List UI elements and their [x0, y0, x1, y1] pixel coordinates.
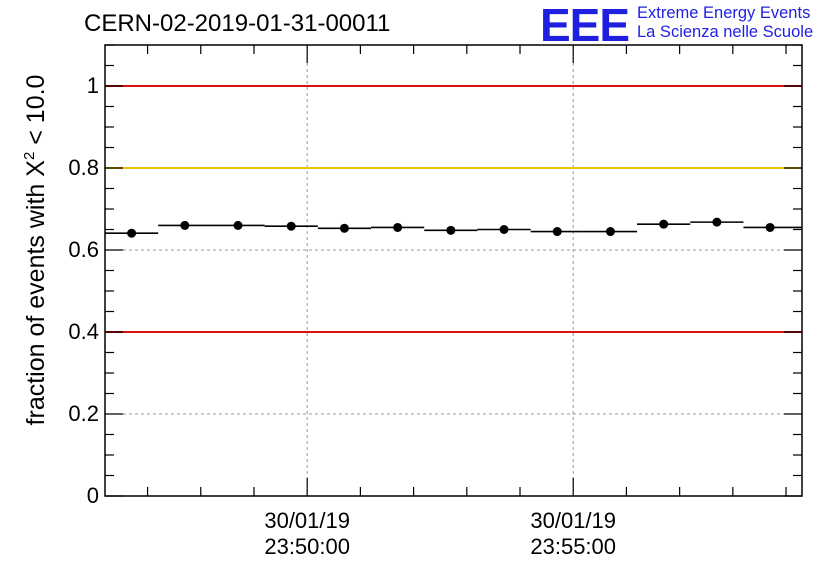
- y-tick-label: 1: [86, 73, 99, 98]
- y-axis-label-prefix: fraction of events with X: [22, 160, 50, 426]
- logo-line-1: Extreme Energy Events: [637, 4, 811, 22]
- x-tick-label: 30/01/19 23:55:00: [530, 508, 616, 560]
- grid-layer: [105, 45, 802, 496]
- data-points: [105, 217, 802, 238]
- y-tick-label: 0.2: [68, 401, 99, 426]
- axes: [104, 44, 803, 497]
- data-point: [605, 227, 615, 237]
- logo-line-2: La Scienza nelle Scuole: [637, 23, 814, 41]
- y-axis-label-sup: 2: [21, 151, 38, 161]
- data-point: [765, 222, 775, 232]
- data-point: [712, 217, 722, 227]
- x-tick-label: 30/01/19 23:50:00: [264, 508, 350, 560]
- y-tick-label: 0.8: [68, 155, 99, 180]
- data-point: [446, 225, 456, 235]
- data-point: [286, 221, 296, 231]
- y-tick-label: 0.4: [68, 319, 99, 344]
- data-point: [127, 228, 137, 238]
- data-point: [339, 223, 349, 233]
- data-point: [233, 220, 243, 230]
- y-tick-label: 0: [86, 483, 99, 508]
- y-tick-label: 0.6: [68, 237, 99, 262]
- x-tick-date: 30/01/19: [264, 508, 350, 533]
- logo-caption: Extreme Energy Events La Scienza nelle S…: [637, 4, 813, 42]
- x-tick-time: 23:55:00: [530, 534, 617, 559]
- data-point: [180, 220, 190, 230]
- data-point: [659, 219, 669, 229]
- x-tick-time: 23:50:00: [264, 534, 350, 559]
- plot-frame: [104, 44, 803, 497]
- reference-lines: [105, 85, 802, 333]
- eee-logo: EEE: [540, 0, 630, 51]
- chart-title: CERN-02-2019-01-31-00011: [84, 10, 391, 37]
- data-point: [393, 222, 403, 232]
- data-point: [499, 225, 509, 234]
- x-tick-date: 30/01/19: [530, 508, 617, 533]
- data-point: [552, 227, 562, 237]
